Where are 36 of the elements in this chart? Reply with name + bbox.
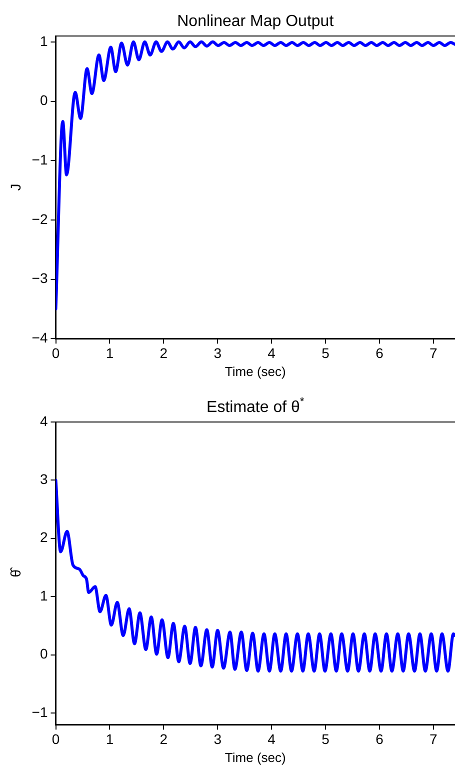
y-tick-label: −3 <box>32 270 48 286</box>
y-tick-label: 0 <box>40 92 48 108</box>
x-axis-title: Time (sec) <box>224 364 286 379</box>
x-tick-label: 1 <box>106 730 114 747</box>
y-axis-title: θ̂ <box>7 566 24 578</box>
x-axis-title: Time (sec) <box>224 750 286 765</box>
y-tick-label: 1 <box>40 32 48 49</box>
chart-title: Estimate of θ* <box>206 396 305 416</box>
x-tick-label: 4 <box>268 344 276 361</box>
x-tick-label: 0 <box>52 344 60 361</box>
y-tick-label: −1 <box>32 704 48 720</box>
x-tick-label: 1 <box>106 344 114 361</box>
x-tick-label: 5 <box>322 730 330 747</box>
x-tick-label: 2 <box>160 344 168 361</box>
x-tick-label: 4 <box>268 730 276 747</box>
chart-title: Nonlinear Map Output <box>177 13 334 30</box>
line-series <box>56 478 455 673</box>
x-tick-label: 3 <box>214 344 222 361</box>
x-tick-label: 5 <box>322 344 330 361</box>
y-tick-label: 0 <box>40 646 48 662</box>
y-tick-label: −4 <box>32 329 48 346</box>
x-tick-label: 0 <box>52 730 60 747</box>
y-tick-label: −2 <box>32 210 48 227</box>
x-tick-label: 6 <box>376 344 384 361</box>
y-tick-label: 1 <box>40 587 48 604</box>
y-tick-label: 2 <box>40 529 48 546</box>
y-tick-label: −1 <box>32 151 48 168</box>
y-axis-title: J <box>7 184 24 191</box>
y-tick-label: 4 <box>40 412 48 429</box>
x-tick-label: 7 <box>430 344 438 361</box>
x-tick-label: 7 <box>430 730 438 747</box>
x-tick-label: 3 <box>214 730 222 747</box>
x-tick-label: 6 <box>376 730 384 747</box>
line-series <box>56 40 455 310</box>
y-tick-label: 3 <box>40 471 48 488</box>
x-tick-label: 2 <box>160 730 168 747</box>
